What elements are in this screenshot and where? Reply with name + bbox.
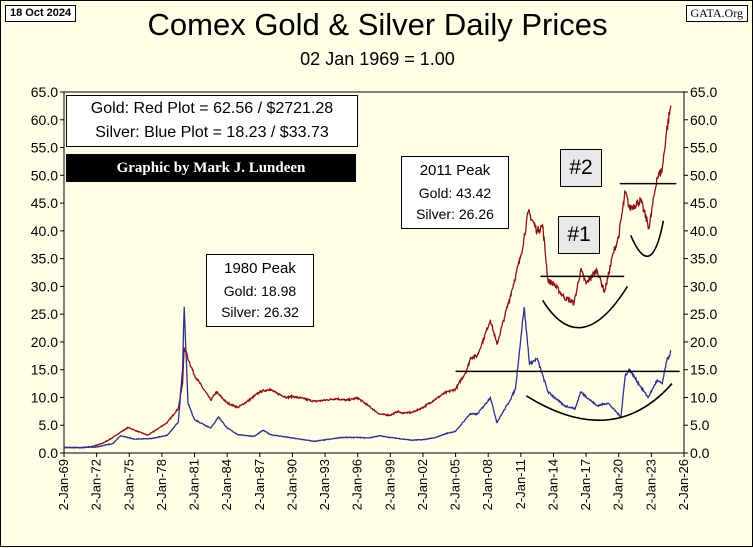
y-tick-label-right: 40.0: [690, 223, 717, 239]
source-label: GATA.Org: [685, 5, 748, 22]
chart-subtitle: 02 Jan 1969 = 1.00: [300, 49, 455, 69]
x-tick-label: 2-Jan-84: [219, 459, 234, 510]
peak-2011-box: 2011 Peak Gold: 43.42 Silver: 26.26: [401, 156, 509, 229]
y-tick-label-left: 0.0: [39, 445, 59, 461]
x-tick-label: 2-Jan-17: [578, 459, 593, 510]
y-tick-label-left: 60.0: [31, 112, 58, 128]
x-tick-label: 2-Jan-69: [56, 459, 71, 510]
x-tick-label: 2-Jan-96: [350, 459, 365, 510]
tag-1: #1: [558, 216, 600, 254]
info-box: Gold: Red Plot = 62.56 / $2721.28 Silver…: [66, 95, 358, 147]
x-tick-label: 2-Jan-11: [513, 459, 528, 509]
x-tick-label: 2-Jan-93: [317, 459, 332, 510]
x-tick-label: 2-Jan-75: [121, 459, 136, 510]
y-tick-label-right: 30.0: [690, 278, 717, 294]
cup-1-curve: [541, 285, 629, 329]
peak-2011-title: 2011 Peak: [419, 162, 491, 179]
y-tick-label-right: 45.0: [690, 195, 717, 211]
y-tick-label-right: 5.0: [690, 417, 710, 433]
gold-series-line: [63, 105, 672, 449]
peak-2011-gold: Gold: 43.42: [418, 185, 492, 201]
y-tick-label-left: 50.0: [31, 167, 58, 183]
chart-title: Comex Gold & Silver Daily Prices: [147, 7, 608, 42]
y-tick-label-left: 65.0: [31, 84, 58, 100]
x-tick-label: 2-Jan-99: [382, 459, 397, 510]
y-tick-label-right: 20.0: [690, 334, 717, 350]
cup-2-curve: [629, 220, 665, 257]
x-tick-label: 2-Jan-78: [154, 459, 169, 510]
y-tick-label-left: 10.0: [31, 389, 58, 405]
y-tick-label-left: 5.0: [39, 417, 59, 433]
x-tick-label: 2-Jan-26: [676, 459, 691, 510]
y-tick-label-right: 55.0: [690, 140, 717, 156]
y-tick-label-right: 65.0: [690, 84, 717, 100]
x-tick-label: 2-Jan-08: [480, 459, 495, 510]
y-tick-label-left: 40.0: [31, 223, 58, 239]
y-tick-label-left: 45.0: [31, 195, 58, 211]
y-tick-label-left: 15.0: [31, 362, 58, 378]
y-tick-label-right: 10.0: [690, 389, 717, 405]
peak-1980-gold: Gold: 18.98: [223, 283, 297, 299]
peak-1980-box: 1980 Peak Gold: 18.98 Silver: 26.32: [206, 254, 314, 327]
y-tick-label-right: 35.0: [690, 251, 717, 267]
silver-cup-curve: [525, 383, 673, 422]
tag-2: #2: [560, 149, 602, 187]
x-tick-label: 2-Jan-87: [252, 459, 267, 510]
y-tick-label-right: 50.0: [690, 167, 717, 183]
x-tick-label: 2-Jan-02: [415, 459, 430, 510]
silver-info-line: Silver: Blue Plot = 18.23 / $33.73: [95, 124, 329, 141]
y-tick-label-left: 35.0: [31, 251, 58, 267]
y-tick-label-left: 30.0: [31, 278, 58, 294]
y-tick-label-right: 60.0: [690, 112, 717, 128]
peak-1980-silver: Silver: 26.32: [221, 304, 299, 320]
x-tick-label: 2-Jan-90: [284, 459, 299, 510]
peak-2011-silver: Silver: 26.26: [416, 206, 494, 222]
y-tick-label-right: 25.0: [690, 306, 717, 322]
plot-area: [63, 91, 685, 454]
x-tick-label: 2-Jan-72: [89, 459, 104, 510]
y-tick-label-left: 55.0: [31, 140, 58, 156]
date-label: 18 Oct 2024: [5, 5, 77, 22]
silver-series-line: [63, 306, 672, 449]
x-tick-label: 2-Jan-20: [611, 459, 626, 510]
y-tick-label-left: 20.0: [31, 334, 58, 350]
x-tick-label: 2-Jan-81: [187, 459, 202, 510]
x-tick-label: 2-Jan-23: [643, 459, 658, 510]
y-tick-label-right: 15.0: [690, 362, 717, 378]
x-tick-label: 2-Jan-05: [448, 459, 463, 510]
x-tick-label: 2-Jan-14: [545, 459, 560, 510]
y-tick-label-left: 25.0: [31, 306, 58, 322]
credit-banner: Graphic by Mark J. Lundeen: [66, 154, 356, 182]
y-tick-label-right: 0.0: [690, 445, 710, 461]
gold-info-line: Gold: Red Plot = 62.56 / $2721.28: [90, 100, 334, 117]
peak-1980-title: 1980 Peak: [224, 260, 296, 277]
